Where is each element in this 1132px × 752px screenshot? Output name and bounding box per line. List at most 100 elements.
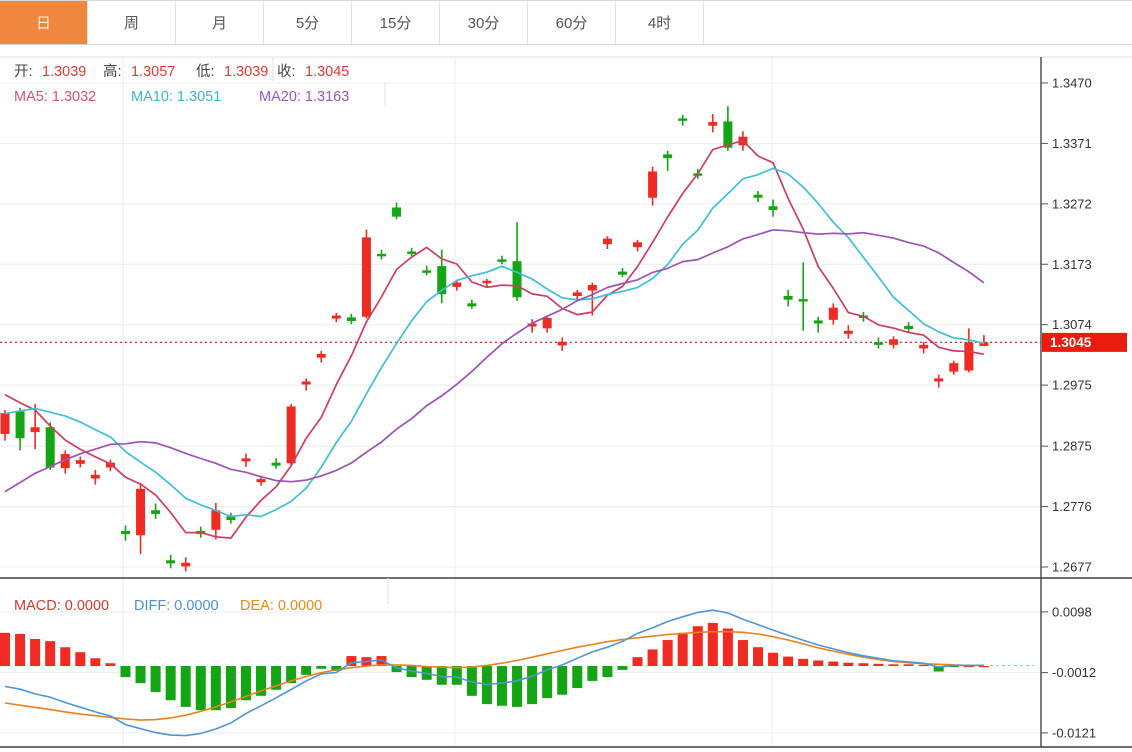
macd-hist-bar [632, 657, 643, 666]
macd-hist-bar [436, 666, 447, 685]
macd-hist-bar [587, 666, 598, 681]
macd-hist-bar [753, 647, 763, 666]
macd-hist-bar [180, 666, 191, 707]
ohlc-value: 1.3057 [131, 64, 175, 80]
ohlc-label: 高: [103, 63, 122, 80]
candle-body [813, 320, 823, 324]
macd-hist-bar [843, 662, 854, 666]
price-axis [1041, 82, 1048, 734]
price-tick-label: 1.3371 [1052, 136, 1092, 151]
tab-period-2[interactable]: 周 [88, 1, 176, 44]
macd-hist-bar [165, 666, 176, 701]
ma20-line [4, 228, 985, 493]
candle-body [120, 530, 130, 535]
macd-hist-bar [496, 666, 507, 706]
macd-hist-bar [662, 640, 673, 666]
candle-body [678, 118, 688, 121]
macd-hist-bar [0, 632, 10, 666]
macd-hist-bar [602, 666, 613, 678]
macd-hist-bar [798, 658, 809, 666]
candle-body [422, 270, 432, 273]
candle-body [407, 251, 417, 254]
macd-hist-bar [301, 666, 312, 675]
macd-hist-bar [451, 666, 462, 685]
candle-body [527, 323, 537, 327]
tab-period-1[interactable]: 日 [0, 1, 88, 44]
tab-period-3[interactable]: 月 [176, 1, 264, 44]
candle-body [587, 285, 597, 291]
kline-chart-svg[interactable]: 1.3470 1.3371 1.3272 1.3173 1.3074 1.2975 1.28… [0, 45, 1132, 752]
kline-chart[interactable]: 1.3470 1.3371 1.3272 1.3173 1.3074 1.2975 1.28… [0, 45, 1132, 752]
candle-body [753, 194, 763, 198]
tab-period-8[interactable]: 4时 [616, 1, 704, 44]
ma-legend: MA10: 1.3051 [131, 89, 221, 105]
macd-hist-bar [210, 666, 221, 711]
candle-body [286, 406, 296, 464]
candle-body [30, 427, 40, 433]
ma-legend: MA5: 1.3032 [14, 89, 96, 105]
candle-body [241, 458, 251, 462]
macd-hist-bar [316, 666, 327, 669]
macd-hist-bar [858, 663, 869, 666]
macd-legend: DIFF: 0.0000 [134, 598, 219, 614]
period-tabbar: 日周月 5分 15分 30分 60分 4时 [0, 0, 1132, 45]
candle-body [633, 242, 643, 248]
candle-body [648, 171, 658, 198]
macd-hist-bar [512, 666, 523, 707]
tab-period-6[interactable]: 30分 [440, 1, 528, 44]
candle-body [708, 122, 718, 126]
price-tick-label: 1.2975 [1052, 378, 1092, 393]
candle-body [151, 510, 161, 514]
macd-hist-bar [256, 666, 267, 696]
candle-body [392, 207, 402, 217]
candle-body [452, 282, 462, 287]
current-price-badge [1042, 332, 1127, 352]
candle-body [617, 271, 627, 275]
candle-body [843, 330, 853, 334]
candle-body [768, 206, 778, 210]
gridlines [0, 57, 1041, 747]
candle-body [377, 253, 386, 257]
macd-hist-bar [135, 666, 146, 684]
macd-layer [0, 609, 1034, 737]
macd-hist-bar [195, 666, 206, 711]
candle-body [889, 339, 899, 345]
macd-hist-bar [918, 664, 929, 667]
macd-legend: DEA: 0.0000 [240, 598, 322, 614]
candle-body [105, 462, 115, 468]
price-tick-label: 1.3470 [1052, 76, 1092, 91]
macd-hist-bar [105, 663, 116, 666]
macd-hist-bar [286, 666, 297, 684]
macd-hist-bar [331, 666, 342, 671]
ohlc-label: 收: [277, 63, 296, 80]
macd-hist-bar [647, 649, 658, 666]
candle-body [166, 560, 176, 564]
macd-hist-bar [527, 666, 538, 705]
tab-period-7[interactable]: 60分 [528, 1, 616, 44]
candles-layer [0, 106, 989, 572]
ma5-line [4, 139, 985, 539]
candle-body [136, 488, 146, 536]
candle-body [437, 266, 447, 295]
candle-body [798, 299, 808, 302]
price-tick-label: 1.3272 [1052, 196, 1092, 211]
candle-body [964, 342, 974, 371]
candle-body [949, 363, 959, 372]
candle-body [873, 342, 883, 345]
candle-body [828, 307, 838, 320]
price-tick-label: 1.2677 [1052, 560, 1092, 575]
ohlc-label: 低: [196, 63, 215, 80]
macd-hist-bar [271, 666, 282, 690]
candle-body [467, 303, 477, 307]
ohlc-value: 1.3045 [305, 64, 349, 80]
candle-body [60, 454, 70, 469]
macd-hist-bar [768, 652, 779, 666]
candle-body [0, 413, 10, 434]
tab-period-4[interactable]: 5分 [264, 1, 352, 44]
ohlc-value: 1.3039 [42, 64, 86, 80]
macd-hist-bar [75, 652, 86, 666]
ma-legend: MA20: 1.3163 [259, 89, 349, 105]
diff-line [4, 609, 984, 737]
tab-period-5[interactable]: 15分 [352, 1, 440, 44]
